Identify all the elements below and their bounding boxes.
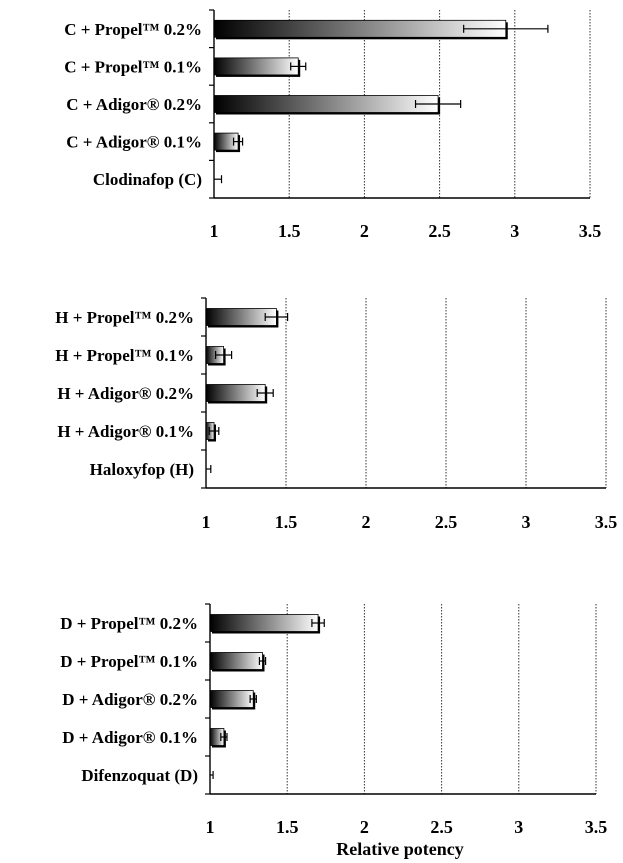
x-tick-label: 3.5 xyxy=(595,512,618,532)
category-label: Clodinafop (C) xyxy=(93,170,202,189)
category-label: H + Propel™ 0.1% xyxy=(55,346,194,365)
bar xyxy=(205,384,266,402)
category-label: D + Adigor® 0.1% xyxy=(62,728,198,747)
category-label: H + Adigor® 0.2% xyxy=(57,384,194,403)
bar xyxy=(213,19,507,38)
x-tick-label: 3 xyxy=(522,512,531,532)
category-label: D + Propel™ 0.1% xyxy=(60,652,198,671)
category-label: C + Adigor® 0.1% xyxy=(66,133,202,152)
category-label: Haloxyfop (H) xyxy=(90,460,194,479)
x-tick-label: 2.5 xyxy=(430,817,453,837)
bar xyxy=(213,95,439,113)
x-tick-label: 2 xyxy=(362,512,371,532)
bar xyxy=(213,57,299,76)
x-tick-label: 1.5 xyxy=(275,512,298,532)
x-tick-label: 2 xyxy=(360,817,369,837)
x-tick-label: 3.5 xyxy=(579,221,602,241)
bar xyxy=(209,614,319,632)
x-tick-label: 1.5 xyxy=(278,221,301,241)
bar xyxy=(209,690,254,708)
x-tick-label: 2.5 xyxy=(435,512,458,532)
x-tick-label: 3 xyxy=(514,817,523,837)
category-label: H + Adigor® 0.1% xyxy=(57,422,194,441)
x-tick-label: 2 xyxy=(360,221,369,241)
category-label: Difenzoquat (D) xyxy=(81,766,198,785)
bar xyxy=(209,652,263,670)
category-label: H + Propel™ 0.2% xyxy=(55,308,194,327)
x-tick-label: 1 xyxy=(206,817,215,837)
category-label: C + Propel™ 0.2% xyxy=(64,20,202,39)
x-tick-label: 1 xyxy=(210,221,219,241)
category-label: C + Propel™ 0.1% xyxy=(64,57,202,76)
category-label: C + Adigor® 0.2% xyxy=(66,95,202,114)
x-tick-label: 3.5 xyxy=(585,817,608,837)
x-tick-label: 3 xyxy=(510,221,519,241)
x-tick-label: 1.5 xyxy=(276,817,299,837)
x-axis-label: Relative potency xyxy=(336,839,463,859)
category-label: D + Adigor® 0.2% xyxy=(62,690,198,709)
x-tick-label: 1 xyxy=(202,512,211,532)
category-label: D + Propel™ 0.2% xyxy=(60,614,198,633)
x-tick-label: 2.5 xyxy=(428,221,451,241)
